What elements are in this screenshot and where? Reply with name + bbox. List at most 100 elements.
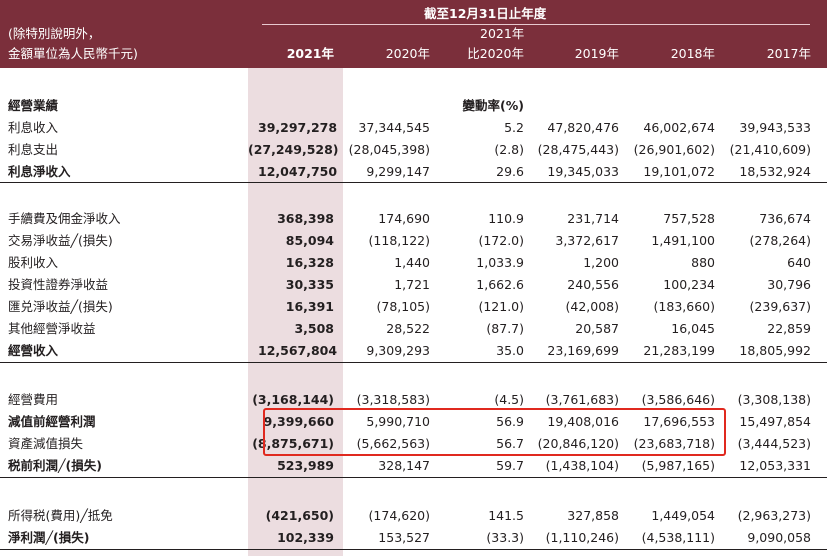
change-year-label: 2021年 xyxy=(480,26,525,41)
value-2020: 28,522 xyxy=(386,321,430,336)
value-2017: (3,308,138) xyxy=(737,392,811,407)
table-row: 淨利潤╱(損失) 102,339 153,527 (33.3) (1,110,2… xyxy=(0,527,827,549)
value-2018: (3,586,646) xyxy=(641,392,715,407)
value-2019: 1,200 xyxy=(583,255,619,270)
value-2018: (26,901,602) xyxy=(633,142,715,157)
value-2020: (78,105) xyxy=(376,299,431,314)
current-year-column-highlight xyxy=(248,68,343,556)
value-2017: 18,532,924 xyxy=(739,164,811,179)
value-2021: 16,328 xyxy=(285,255,334,270)
value-change: (172.0) xyxy=(478,233,524,248)
value-2017: 39,943,533 xyxy=(739,120,811,135)
value-2019: 19,408,016 xyxy=(547,414,619,429)
value-2020: 328,147 xyxy=(378,458,430,473)
value-2021: 39,297,278 xyxy=(258,120,338,135)
value-change: (4.5) xyxy=(494,392,524,407)
value-2017: (239,637) xyxy=(749,299,811,314)
value-change: 5.2 xyxy=(504,120,524,135)
row-label: 税前利潤╱(損失) xyxy=(8,458,102,473)
value-2017: 9,090,058 xyxy=(747,530,811,545)
value-2019: 23,169,699 xyxy=(547,343,619,358)
value-change: 1,662.6 xyxy=(476,277,524,292)
section-divider xyxy=(0,182,827,183)
change-rate-label: 變動率(%) xyxy=(462,98,524,113)
value-2019: 20,587 xyxy=(575,321,619,336)
value-2021: 12,567,804 xyxy=(258,343,338,358)
table-row: 手續費及佣金淨收入 368,398 174,690 110.9 231,714 … xyxy=(0,208,827,230)
value-change: 1,033.9 xyxy=(476,255,524,270)
value-2017: 15,497,854 xyxy=(739,414,811,429)
value-2018: 21,283,199 xyxy=(643,343,715,358)
table-row: 減值前經營利潤 9,399,660 5,990,710 56.9 19,408,… xyxy=(0,411,827,433)
value-2018: (4,538,111) xyxy=(641,530,715,545)
value-change: (33.3) xyxy=(486,530,524,545)
value-2018: 1,491,100 xyxy=(651,233,715,248)
value-2021: 3,508 xyxy=(294,321,334,336)
row-label: 經營費用 xyxy=(8,392,59,407)
table-row: 其他經營淨收益 3,508 28,522 (87.7) 20,587 16,04… xyxy=(0,318,827,340)
row-label: 手續費及佣金淨收入 xyxy=(8,211,121,226)
value-2021: 9,399,660 xyxy=(263,414,334,429)
row-label: 股利收入 xyxy=(8,255,59,270)
value-2017: 640 xyxy=(787,255,811,270)
value-2018: 16,045 xyxy=(671,321,715,336)
value-2021: (3,168,144) xyxy=(252,392,334,407)
section-divider xyxy=(0,477,827,478)
value-2019: (3,761,683) xyxy=(545,392,619,407)
value-2019: 231,714 xyxy=(567,211,619,226)
value-2019: 240,556 xyxy=(567,277,619,292)
value-2017: 18,805,992 xyxy=(739,343,811,358)
value-2019: (28,475,443) xyxy=(537,142,619,157)
value-2021: 368,398 xyxy=(277,211,334,226)
value-2017: 736,674 xyxy=(759,211,811,226)
table-row: 利息收入 39,297,278 37,344,545 5.2 47,820,47… xyxy=(0,117,827,139)
value-2020: (5,662,563) xyxy=(356,436,430,451)
value-2021: (27,249,528) xyxy=(248,142,339,157)
col-header-vs2020: 比2020年 xyxy=(467,46,524,61)
col-header-2019: 2019年 xyxy=(574,46,619,61)
table-row: 匯兑淨收益╱(損失) 16,391 (78,105) (121.0) (42,0… xyxy=(0,296,827,318)
value-2020: 153,527 xyxy=(378,530,430,545)
section-title: 經營業績 xyxy=(8,98,59,113)
value-change: (2.8) xyxy=(494,142,524,157)
row-label: 減值前經營利潤 xyxy=(8,414,96,429)
value-2020: 1,440 xyxy=(394,255,430,270)
value-2019: 19,345,033 xyxy=(547,164,619,179)
table-row: 經營費用 (3,168,144) (3,318,583) (4.5) (3,76… xyxy=(0,389,827,411)
row-label: 投資性證券淨收益 xyxy=(8,277,109,292)
table-row: 利息支出 (27,249,528) (28,045,398) (2.8) (28… xyxy=(0,139,827,161)
value-change: 56.7 xyxy=(496,436,524,451)
table-row: 交易淨收益╱(損失) 85,094 (118,122) (172.0) 3,37… xyxy=(0,230,827,252)
value-2018: 1,449,054 xyxy=(651,508,715,523)
value-2021: (8,875,671) xyxy=(252,436,334,451)
table-row: 税前利潤╱(損失) 523,989 328,147 59.7 (1,438,10… xyxy=(0,455,827,477)
row-label: 利息淨收入 xyxy=(8,164,71,179)
value-2018: (23,683,718) xyxy=(633,436,715,451)
value-2017: (21,410,609) xyxy=(729,142,811,157)
value-2020: 5,990,710 xyxy=(366,414,430,429)
row-label: 淨利潤╱(損失) xyxy=(8,530,90,545)
col-header-2020: 2020年 xyxy=(385,46,430,61)
row-label: 其他經營淨收益 xyxy=(8,321,96,336)
row-label: 所得税(費用)╱抵免 xyxy=(8,508,113,523)
value-2021: 85,094 xyxy=(285,233,334,248)
value-change: 110.9 xyxy=(488,211,524,226)
value-change: 35.0 xyxy=(496,343,524,358)
value-change: 141.5 xyxy=(488,508,524,523)
table-row: 投資性證券淨收益 30,335 1,721 1,662.6 240,556 10… xyxy=(0,274,827,296)
value-change: (121.0) xyxy=(478,299,524,314)
table-row: 資產減值損失 (8,875,671) (5,662,563) 56.7 (20,… xyxy=(0,433,827,455)
value-change: (87.7) xyxy=(486,321,524,336)
value-2017: 30,796 xyxy=(767,277,811,292)
table-row: 利息淨收入 12,047,750 9,299,147 29.6 19,345,0… xyxy=(0,161,827,183)
value-2020: 9,309,293 xyxy=(366,343,430,358)
value-2017: 12,053,331 xyxy=(739,458,811,473)
value-2020: (3,318,583) xyxy=(356,392,430,407)
value-2021: 12,047,750 xyxy=(258,164,338,179)
row-label: 匯兑淨收益╱(損失) xyxy=(8,299,113,314)
value-2019: (1,110,246) xyxy=(545,530,619,545)
value-2020: (174,620) xyxy=(368,508,430,523)
value-2021: 102,339 xyxy=(277,530,334,545)
value-2018: 19,101,072 xyxy=(643,164,715,179)
